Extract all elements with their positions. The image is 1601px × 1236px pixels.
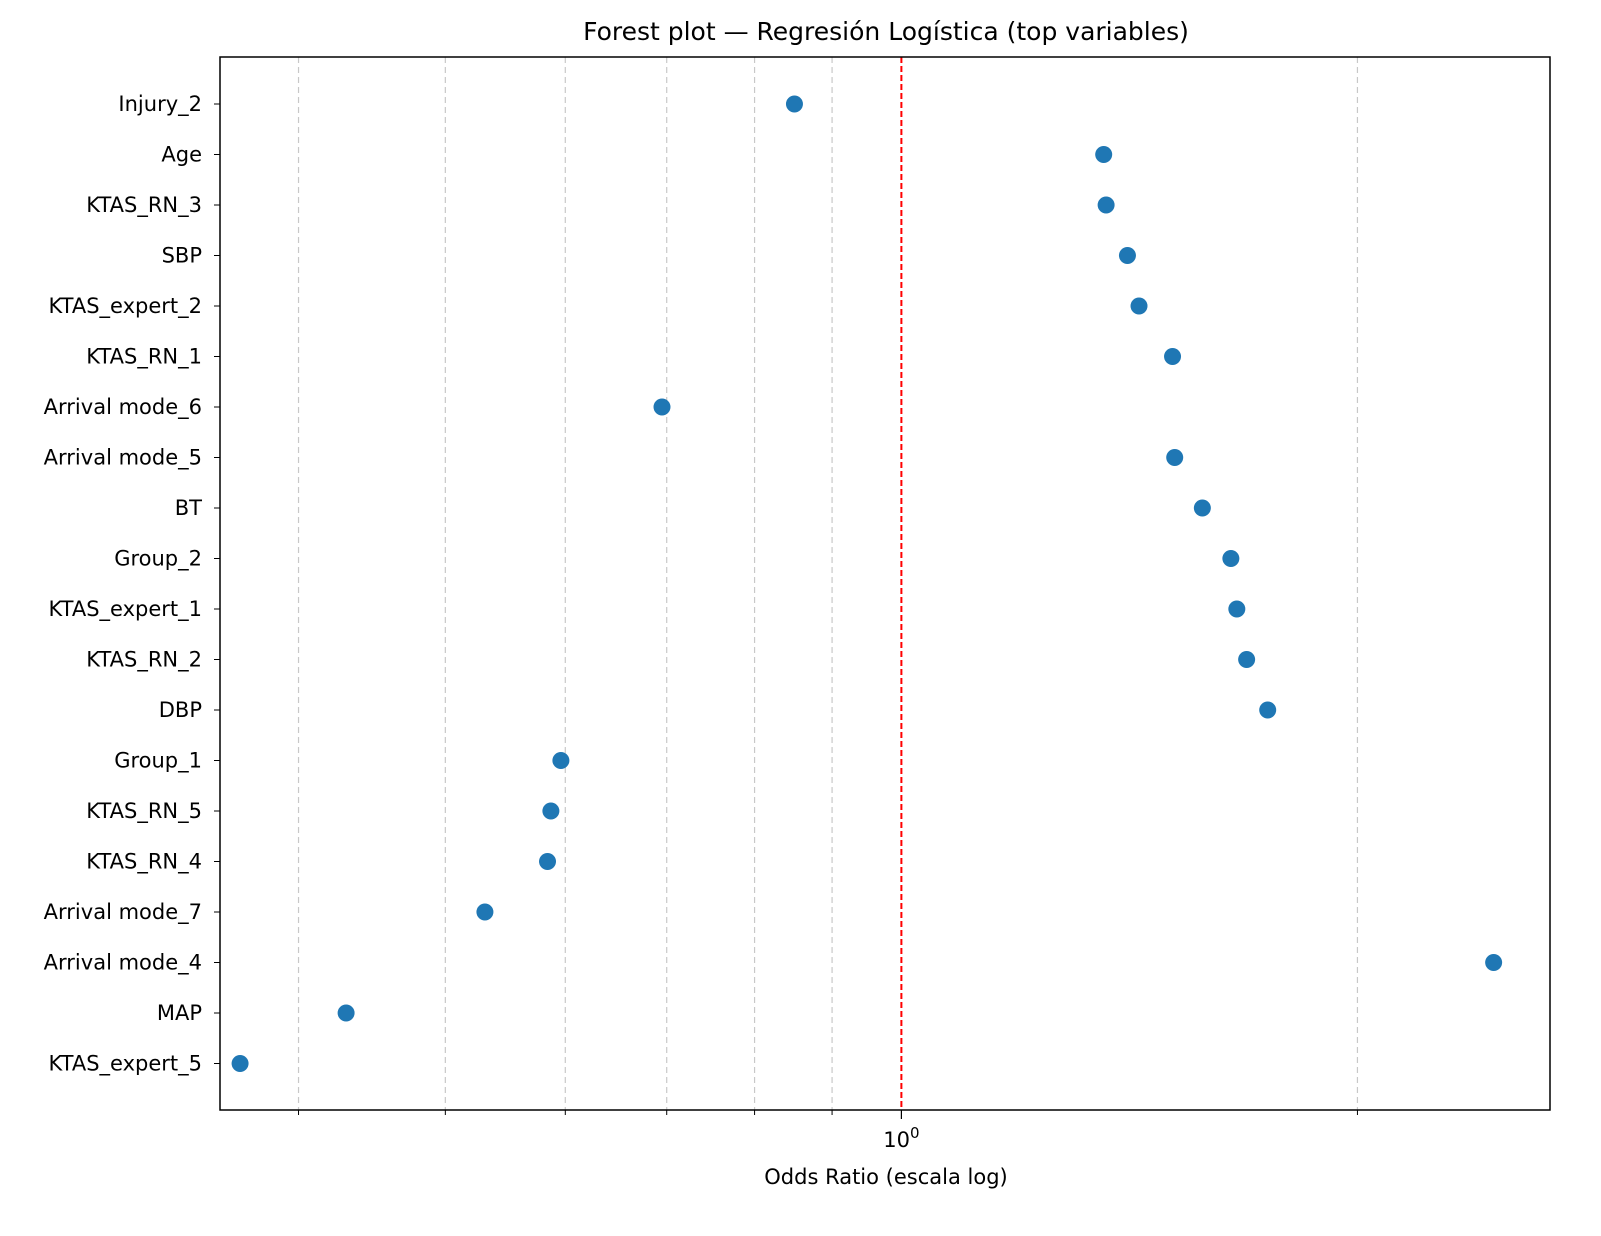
point-16 [476,903,494,921]
grid-layer [297,57,1359,1110]
point-19 [231,1055,249,1072]
y-tick-label-8: BT [175,496,202,520]
plot-frame [219,56,1551,1111]
point-14 [542,802,560,820]
point-9 [1222,550,1240,567]
y-tick-label-12: DBP [159,698,202,722]
y-tick-label-3: SBP [162,244,202,268]
x-ticks: 100 [298,1110,1358,1152]
x-tick-label-0: 100 [883,1124,919,1152]
y-tick-label-18: MAP [157,1001,202,1025]
y-tick-label-11: KTAS_RN_2 [86,648,202,673]
y-tick-labels: Injury_2 Age KTAS_RN_3 SBP KTAS_expert_2 KTAS… [44,92,220,1077]
point-12 [1259,701,1277,719]
point-4 [1130,297,1148,315]
x-axis-label: Odds Ratio (escala log) [764,1165,1007,1189]
y-tick-label-19: KTAS_expert_5 [49,1052,203,1077]
point-3 [1118,247,1136,264]
point-0 [785,95,803,113]
y-tick-label-9: Group_2 [114,547,202,572]
chart-title: Forest plot — Regresión Logística (top v… [583,17,1189,46]
y-tick-label-4: KTAS_expert_2 [49,294,203,319]
point-10 [1228,600,1246,618]
point-15 [539,853,557,870]
point-1 [1095,146,1113,163]
points-layer [231,95,1503,1072]
y-tick-label-5: KTAS_RN_1 [86,345,202,370]
point-8 [1193,499,1211,517]
y-tick-label-14: KTAS_RN_5 [86,799,202,824]
y-tick-label-7: Arrival mode_5 [44,446,202,471]
point-2 [1097,196,1115,214]
point-6 [653,398,671,416]
y-tick-label-1: Age [161,143,202,167]
y-tick-label-16: Arrival mode_7 [44,900,202,925]
y-tick-label-6: Arrival mode_6 [44,395,202,420]
point-5 [1164,348,1182,365]
y-tick-label-0: Injury_2 [118,92,202,117]
y-tick-label-15: KTAS_RN_4 [86,850,202,875]
y-tick-label-2: KTAS_RN_3 [86,193,202,218]
y-tick-label-10: KTAS_expert_1 [49,597,203,622]
y-tick-label-17: Arrival mode_4 [44,951,202,976]
point-11 [1238,651,1256,668]
point-7 [1166,449,1184,466]
y-tick-label-13: Group_1 [114,749,202,774]
point-18 [337,1004,355,1022]
point-13 [552,752,570,769]
point-17 [1485,954,1503,971]
